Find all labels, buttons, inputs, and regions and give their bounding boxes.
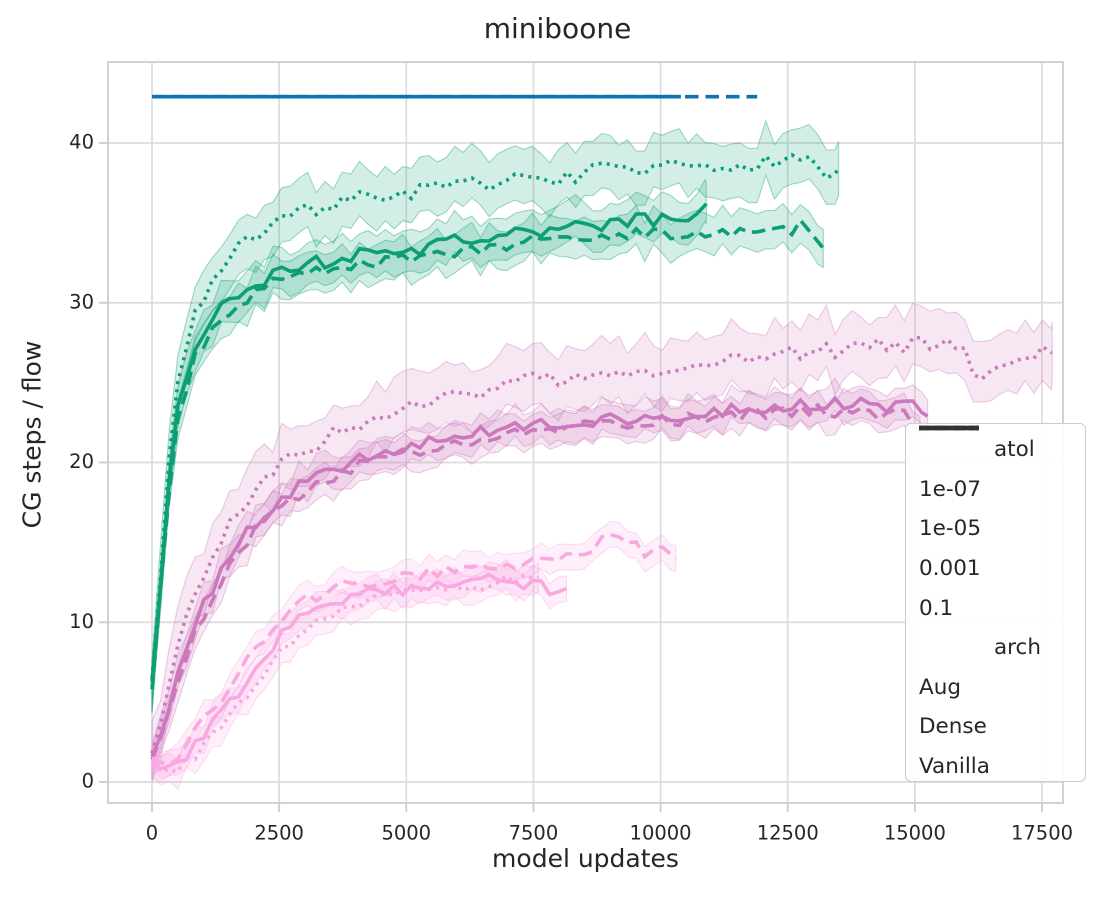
x-tick-label: 0 [146, 822, 158, 845]
legend-item-atol-01: 0.1 [906, 425, 1085, 628]
legend-item-arch-aug: Aug [906, 425, 1085, 708]
series-line-0.1-Dense [151, 532, 677, 767]
tick-labels: 0 2500 5000 7500 10000 12500 15000 17500 0 10 20 30… [69, 131, 1073, 845]
x-tick-label: 2500 [254, 822, 304, 845]
legend-label: Aug [919, 674, 961, 700]
tick-marks [99, 142, 1043, 812]
legend-title-arch: arch [994, 635, 1041, 661]
chart-title-text: miniboone [483, 12, 632, 45]
x-tick-label: 7500 [509, 822, 559, 845]
y-axis-label: CG steps / flow [17, 340, 47, 529]
grid [108, 62, 1063, 803]
y-tick-label: 20 [69, 450, 94, 473]
y-tick-label: 10 [69, 610, 94, 633]
legend-label: 1e-07 [919, 476, 982, 502]
legend-item-atol-0001: 0.001 [906, 425, 1085, 589]
x-tick-label: 5000 [381, 822, 431, 845]
chart-title: miniboone [0, 12, 1118, 45]
legend-group-title-atol: atol [906, 430, 1085, 470]
legend-item-atol-1e-07: 1e-07 [906, 425, 1085, 510]
series-line-1e-05-Dense [150, 217, 825, 690]
series-line-1e-05-Aug [150, 202, 708, 682]
series-line-0.001-Vanilla [150, 335, 1053, 754]
series-line-0.001-Dense [150, 402, 922, 761]
legend-swatch-dense [919, 425, 979, 431]
series-line-0.1-Aug [150, 572, 568, 771]
band-0.1-Aug [151, 561, 568, 784]
x-tick-label: 12500 [757, 822, 819, 845]
legend-item-atol-1e-05: 1e-05 [906, 425, 1085, 549]
series-line-0.001-Aug [150, 395, 929, 758]
x-axis-label: model updates [492, 844, 679, 873]
legend-title-atol: atol [994, 437, 1035, 463]
y-tick-label: 40 [69, 131, 94, 154]
legend-group-title-arch: arch [906, 628, 1085, 668]
y-tick-label: 0 [82, 770, 94, 793]
band-0.001-Vanilla [151, 302, 1053, 782]
legend-label: Vanilla [919, 754, 990, 780]
series-line-0.1-Vanilla [150, 573, 539, 775]
y-tick-label: 30 [69, 290, 94, 313]
x-tick-label: 17500 [1011, 822, 1073, 845]
legend-item-arch-dense: Dense [906, 425, 1085, 747]
x-tick-label: 10000 [630, 822, 692, 845]
legend-label: 0.001 [919, 556, 981, 582]
legend-label: Dense [919, 714, 987, 740]
legend-swatch-vanilla [919, 425, 979, 431]
legend-label: 0.1 [919, 595, 954, 621]
series-lines [150, 94, 1053, 775]
legend-item-arch-vanilla: Vanilla [906, 425, 1085, 787]
x-tick-label: 15000 [884, 822, 946, 845]
legend: atol 1e-07 1e-05 0.001 0.1 a [905, 423, 1086, 782]
band-1e-05-Vanilla [151, 119, 840, 714]
legend-label: 1e-05 [919, 516, 982, 542]
band-1e-05-Dense [151, 202, 824, 713]
plot-background [108, 62, 1063, 803]
